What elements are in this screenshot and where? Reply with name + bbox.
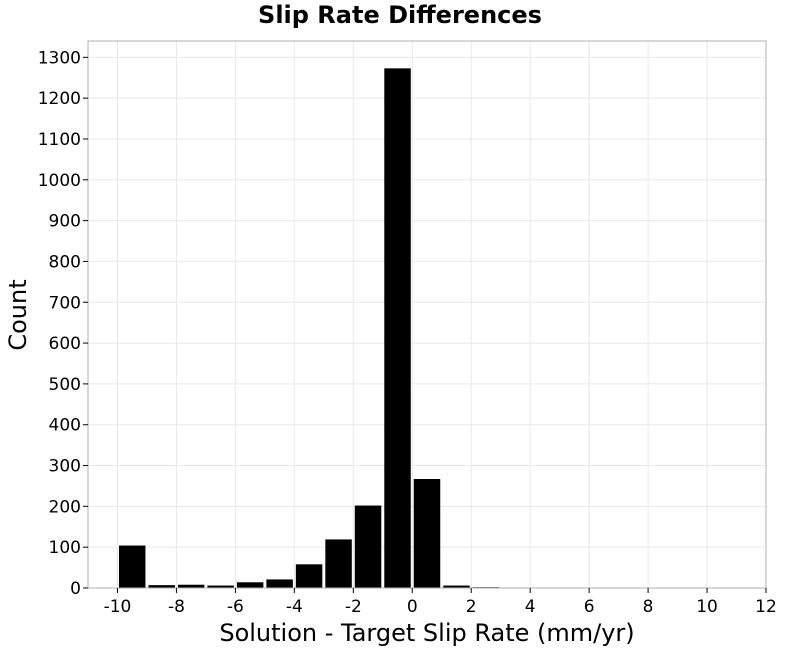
y-tick-label: 600 [49, 334, 81, 354]
histogram-bar [384, 68, 411, 589]
x-tick-label: -10 [104, 597, 132, 617]
x-tick-label: 4 [525, 597, 536, 617]
x-tick-label: 8 [643, 597, 654, 617]
x-tick-label: 2 [466, 597, 477, 617]
histogram-bar [266, 579, 293, 588]
x-tick-label: -4 [286, 597, 303, 617]
bars [118, 68, 559, 589]
y-tick-label: 400 [49, 416, 81, 436]
histogram-bar [354, 505, 382, 588]
y-tick-label: 900 [49, 212, 81, 232]
histogram-bar [118, 545, 146, 588]
plot-frame [87, 40, 767, 589]
y-axis-ticks: 0 100 200 300 400 500 600 700 800 900 1000 1100 1200… [38, 48, 88, 599]
x-tick-label: -8 [168, 597, 185, 617]
histogram-bar [207, 585, 234, 588]
y-tick-label: 1000 [38, 171, 81, 191]
histogram-bar [443, 585, 470, 588]
y-tick-label: 1200 [38, 89, 81, 109]
x-axis-ticks: -10 -8 -6 -4 -2 0 2 4 6 8 10 12 [104, 588, 777, 617]
x-axis-label: Solution - Target Slip Rate (mm/yr) [219, 619, 634, 647]
y-tick-label: 100 [49, 538, 81, 558]
y-tick-label: 700 [49, 293, 81, 313]
x-tick-label: 10 [696, 597, 718, 617]
y-tick-label: 800 [49, 252, 81, 272]
x-tick-label: 6 [584, 597, 595, 617]
histogram-bar [236, 582, 264, 588]
chart-title: Slip Rate Differences [258, 1, 542, 29]
y-tick-label: 1300 [38, 48, 81, 68]
histogram-bar [148, 585, 175, 588]
y-tick-label: 0 [70, 579, 81, 599]
histogram-bar [295, 564, 323, 588]
y-axis-label: Count [4, 279, 32, 350]
y-tick-label: 1100 [38, 130, 81, 150]
x-tick-label: -2 [345, 597, 362, 617]
x-tick-label: 12 [755, 597, 777, 617]
histogram-bar [177, 584, 205, 588]
histogram-bar [325, 539, 352, 588]
x-tick-label: -6 [227, 597, 244, 617]
y-tick-label: 300 [49, 457, 81, 477]
y-tick-label: 500 [49, 375, 81, 395]
histogram-bar [413, 479, 441, 588]
y-tick-label: 200 [49, 497, 81, 517]
x-tick-label: 0 [407, 597, 418, 617]
